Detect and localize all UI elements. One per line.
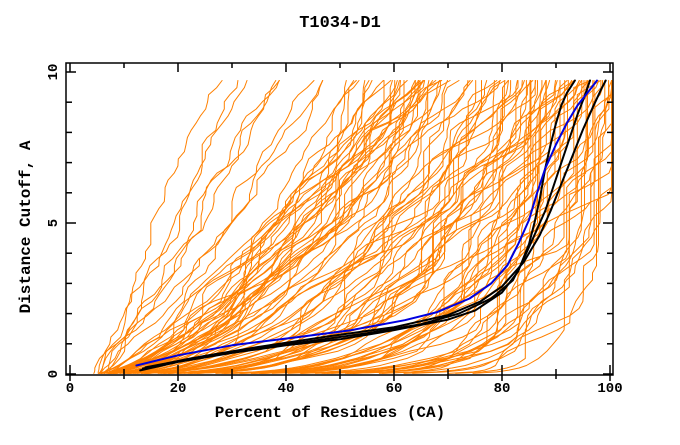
prediction-curve <box>114 80 420 374</box>
prediction-curve <box>412 80 613 374</box>
prediction-curve <box>112 80 416 374</box>
prediction-curve <box>232 80 568 374</box>
prediction-curve <box>224 80 582 374</box>
prediction-curve <box>344 80 613 374</box>
prediction-curve <box>128 80 441 374</box>
x-tick-label: 80 <box>494 381 511 397</box>
prediction-curve <box>271 80 591 374</box>
prediction-curve <box>101 80 419 374</box>
highlight-curves-group <box>135 79 607 372</box>
prediction-curve <box>326 80 594 374</box>
prediction-curve <box>127 80 441 374</box>
y-tick-label: 5 <box>46 219 62 227</box>
chart-title: T1034-D1 <box>299 14 381 33</box>
x-tick-labels-group: 0 20 40 60 80 100 <box>66 381 623 397</box>
y-tick-label: 10 <box>46 64 62 81</box>
prediction-curve <box>230 80 547 374</box>
x-tick-label: 0 <box>66 381 74 397</box>
prediction-curve <box>115 80 448 374</box>
prediction-curve <box>111 80 366 374</box>
prediction-curve <box>381 80 613 374</box>
prediction-curve <box>119 80 425 374</box>
prediction-curves-group <box>93 80 613 374</box>
prediction-curve <box>472 80 606 374</box>
prediction-curve <box>101 80 315 374</box>
prediction-curve <box>260 80 590 374</box>
prediction-curve <box>140 80 506 374</box>
y-tick-label: 0 <box>46 370 62 378</box>
x-tick-label: 100 <box>597 381 622 397</box>
prediction-curve <box>250 80 558 374</box>
prediction-curve <box>196 80 575 374</box>
prediction-curve <box>323 80 588 374</box>
prediction-curve <box>163 80 543 374</box>
prediction-curve <box>119 80 400 374</box>
x-axis-label: Percent of Residues (CA) <box>215 404 445 422</box>
prediction-curve <box>110 80 357 374</box>
prediction-curve <box>197 80 509 374</box>
prediction-curve <box>261 80 561 374</box>
prediction-curve <box>145 80 477 374</box>
black-model-3-curve <box>144 79 607 369</box>
prediction-curve <box>122 80 501 374</box>
prediction-curve <box>108 80 385 374</box>
prediction-curve <box>110 80 384 374</box>
axis-ticks-group <box>66 63 613 381</box>
prediction-curve <box>132 80 501 374</box>
y-tick-labels-group: 0 5 10 <box>46 64 62 379</box>
prediction-curve <box>167 80 569 374</box>
prediction-curve <box>145 80 512 374</box>
x-tick-label: 20 <box>170 381 187 397</box>
prediction-curve <box>99 80 426 374</box>
prediction-curve <box>109 80 396 374</box>
prediction-curve <box>93 80 239 374</box>
prediction-curve <box>113 80 425 374</box>
x-tick-label: 40 <box>278 381 295 397</box>
prediction-curve <box>108 80 443 374</box>
prediction-curve <box>97 80 223 374</box>
prediction-curve <box>128 80 471 374</box>
prediction-curve <box>106 80 277 374</box>
prediction-curve <box>300 80 603 374</box>
prediction-curve <box>239 80 547 374</box>
prediction-curve <box>111 80 360 374</box>
prediction-curve <box>190 80 537 374</box>
blue-model-curve <box>135 79 598 367</box>
prediction-curve <box>126 80 434 374</box>
prediction-curve <box>403 80 610 374</box>
x-tick-label: 60 <box>386 381 403 397</box>
prediction-curve <box>109 80 324 374</box>
y-axis-label: Distance Cutoff, A <box>17 140 35 313</box>
prediction-curve <box>100 80 392 374</box>
prediction-curve <box>223 80 566 374</box>
prediction-curve <box>127 80 437 374</box>
prediction-curve <box>107 80 424 374</box>
prediction-curve <box>116 80 347 374</box>
prediction-curve <box>134 80 460 374</box>
